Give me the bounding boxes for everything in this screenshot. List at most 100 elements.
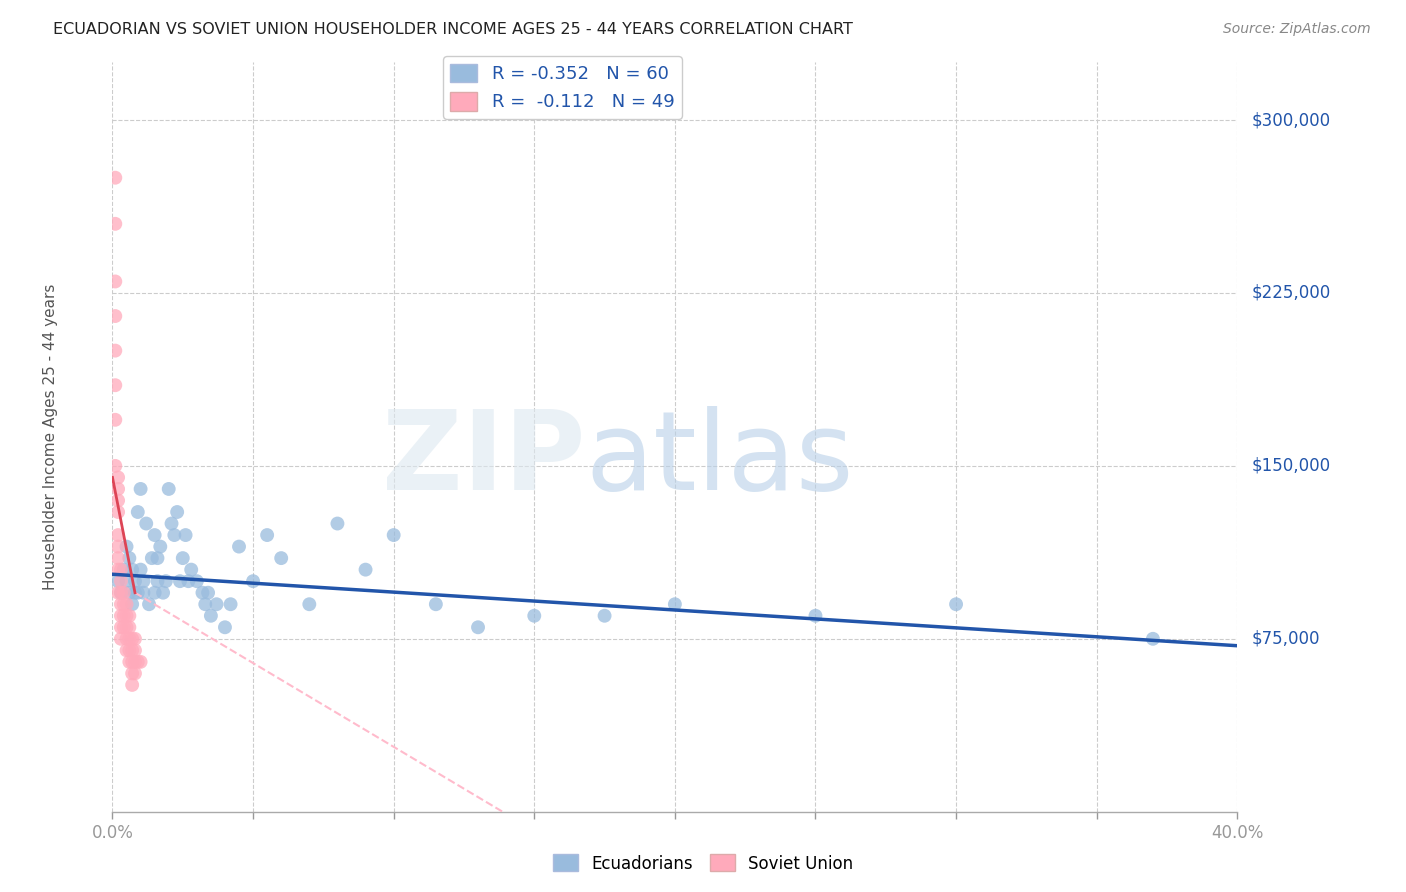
Point xyxy=(143,528,166,542)
Text: $150,000: $150,000 xyxy=(1251,457,1330,475)
Point xyxy=(124,643,146,657)
Point xyxy=(205,597,228,611)
Point xyxy=(214,620,236,634)
Point xyxy=(112,563,135,577)
Point xyxy=(425,597,447,611)
Point xyxy=(110,585,132,599)
Point xyxy=(104,275,127,289)
Point xyxy=(129,655,152,669)
Point xyxy=(127,585,149,599)
Point xyxy=(115,608,138,623)
Text: $75,000: $75,000 xyxy=(1251,630,1320,648)
Point xyxy=(107,574,129,589)
Point xyxy=(104,309,127,323)
Point xyxy=(115,632,138,646)
Point xyxy=(326,516,349,531)
Text: $300,000: $300,000 xyxy=(1251,112,1330,129)
Point xyxy=(256,528,278,542)
Point xyxy=(124,574,146,589)
Point xyxy=(107,540,129,554)
Point xyxy=(124,632,146,646)
Text: ECUADORIAN VS SOVIET UNION HOUSEHOLDER INCOME AGES 25 - 44 YEARS CORRELATION CHA: ECUADORIAN VS SOVIET UNION HOUSEHOLDER I… xyxy=(53,22,853,37)
Point xyxy=(115,597,138,611)
Point xyxy=(804,608,827,623)
Point xyxy=(180,563,202,577)
Point xyxy=(132,585,155,599)
Point xyxy=(104,343,127,358)
Point xyxy=(107,482,129,496)
Point xyxy=(197,585,219,599)
Point xyxy=(155,574,177,589)
Point xyxy=(110,608,132,623)
Point xyxy=(112,608,135,623)
Point xyxy=(186,574,208,589)
Point xyxy=(112,585,135,599)
Legend: Ecuadorians, Soviet Union: Ecuadorians, Soviet Union xyxy=(547,847,859,880)
Point xyxy=(593,608,616,623)
Point xyxy=(191,585,214,599)
Point xyxy=(121,678,143,692)
Point xyxy=(112,620,135,634)
Point xyxy=(298,597,321,611)
Point xyxy=(118,551,141,566)
Point xyxy=(242,574,264,589)
Point xyxy=(129,563,152,577)
Point xyxy=(107,528,129,542)
Point xyxy=(110,585,132,599)
Point xyxy=(107,505,129,519)
Point xyxy=(107,493,129,508)
Point xyxy=(118,585,141,599)
Point xyxy=(118,632,141,646)
Text: Householder Income Ages 25 - 44 years: Householder Income Ages 25 - 44 years xyxy=(44,284,58,591)
Point xyxy=(160,516,183,531)
Point xyxy=(163,528,186,542)
Point xyxy=(121,666,143,681)
Point xyxy=(118,643,141,657)
Point xyxy=(121,597,143,611)
Point xyxy=(228,540,250,554)
Point xyxy=(118,608,141,623)
Point xyxy=(121,563,143,577)
Point xyxy=(118,655,141,669)
Point xyxy=(124,585,146,599)
Text: $225,000: $225,000 xyxy=(1251,284,1330,302)
Point xyxy=(110,620,132,634)
Point xyxy=(945,597,967,611)
Point xyxy=(107,563,129,577)
Point xyxy=(112,597,135,611)
Point xyxy=(174,528,197,542)
Point xyxy=(129,482,152,496)
Point xyxy=(523,608,546,623)
Point xyxy=(107,470,129,484)
Point xyxy=(146,574,169,589)
Point xyxy=(138,597,160,611)
Point xyxy=(132,574,155,589)
Point xyxy=(146,551,169,566)
Point xyxy=(121,655,143,669)
Point xyxy=(270,551,292,566)
Point xyxy=(169,574,191,589)
Point xyxy=(107,551,129,566)
Point xyxy=(143,585,166,599)
Point xyxy=(110,632,132,646)
Point xyxy=(127,655,149,669)
Point xyxy=(152,585,174,599)
Point xyxy=(121,632,143,646)
Point xyxy=(107,585,129,599)
Point xyxy=(115,643,138,657)
Point xyxy=(135,516,157,531)
Point xyxy=(118,620,141,634)
Point xyxy=(110,563,132,577)
Text: atlas: atlas xyxy=(585,406,853,513)
Point xyxy=(124,655,146,669)
Point xyxy=(121,643,143,657)
Point xyxy=(149,540,172,554)
Point xyxy=(104,458,127,473)
Point xyxy=(141,551,163,566)
Point xyxy=(115,574,138,589)
Point xyxy=(177,574,200,589)
Text: ZIP: ZIP xyxy=(381,406,585,513)
Point xyxy=(664,597,686,611)
Point xyxy=(115,620,138,634)
Point xyxy=(1142,632,1164,646)
